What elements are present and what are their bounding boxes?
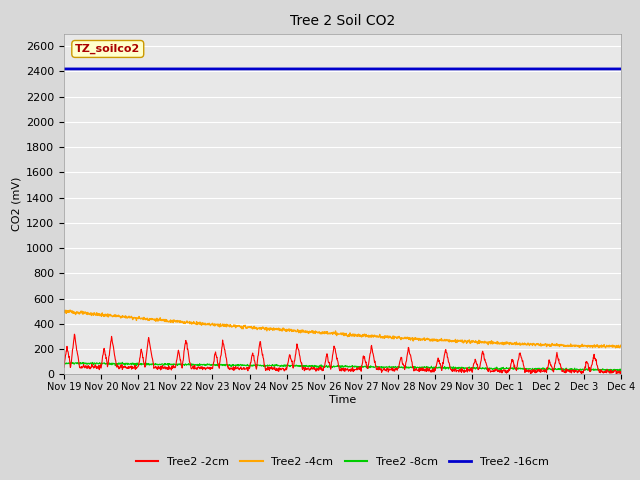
X-axis label: Time: Time	[329, 395, 356, 405]
Legend: Tree2 -2cm, Tree2 -4cm, Tree2 -8cm, Tree2 -16cm: Tree2 -2cm, Tree2 -4cm, Tree2 -8cm, Tree…	[132, 452, 553, 471]
Title: Tree 2 Soil CO2: Tree 2 Soil CO2	[290, 14, 395, 28]
Y-axis label: CO2 (mV): CO2 (mV)	[12, 177, 22, 231]
Text: TZ_soilco2: TZ_soilco2	[75, 44, 140, 54]
